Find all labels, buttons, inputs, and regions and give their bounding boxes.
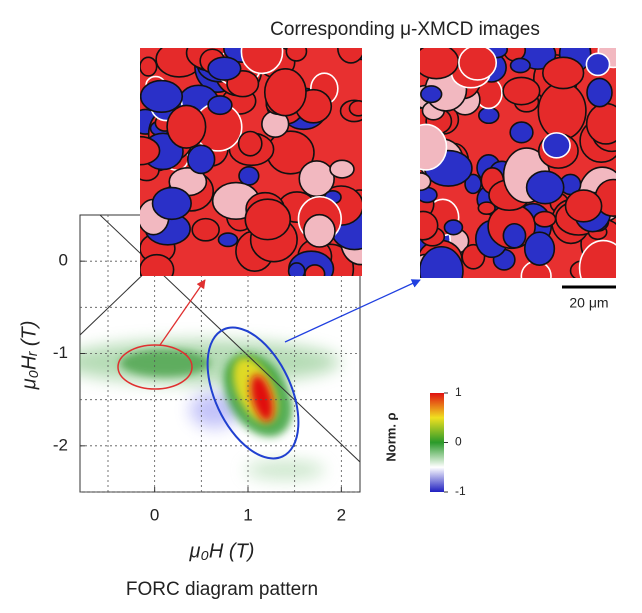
grain xyxy=(420,85,443,104)
grain xyxy=(509,57,531,74)
grain xyxy=(533,210,557,228)
grain xyxy=(585,52,611,77)
arrow-blue xyxy=(284,279,421,343)
grain xyxy=(238,165,260,186)
grain xyxy=(166,104,207,149)
grain xyxy=(140,135,161,166)
y-axis-label: μ₀Hᵣ (T) xyxy=(18,321,40,391)
colorbar-label: Norm. ρ xyxy=(383,412,398,461)
grain xyxy=(420,123,448,171)
caption: FORC diagram pattern xyxy=(126,579,318,600)
grain xyxy=(537,81,587,141)
grain xyxy=(140,56,158,77)
x-tick-label: 0 xyxy=(150,505,159,524)
grain xyxy=(244,198,292,241)
grain xyxy=(458,48,498,81)
grain xyxy=(191,217,220,242)
grain xyxy=(520,260,552,278)
grain xyxy=(186,144,216,175)
grain xyxy=(525,170,565,205)
grain xyxy=(329,159,355,179)
grain xyxy=(502,76,541,106)
colorbar-tick-label: -1 xyxy=(455,484,466,498)
y-tick-label: 0 xyxy=(59,251,68,270)
grain xyxy=(477,201,496,215)
grain xyxy=(237,130,263,157)
grain xyxy=(285,48,308,62)
grain xyxy=(287,262,306,276)
grain xyxy=(478,106,500,125)
y-tick-label: -2 xyxy=(53,435,68,454)
grain xyxy=(420,48,460,80)
grain xyxy=(263,68,307,117)
arrow-red xyxy=(159,279,206,346)
grain xyxy=(337,48,362,64)
title: Corresponding μ-XMCD images xyxy=(270,19,540,40)
grain xyxy=(140,79,184,114)
colorbar-tick-label: 0 xyxy=(455,435,462,449)
y-tick-label: -1 xyxy=(53,343,68,362)
xmcd-image-left xyxy=(140,48,362,276)
grain xyxy=(564,189,603,223)
x-tick-label: 2 xyxy=(337,505,346,524)
density-map xyxy=(80,215,360,480)
grain xyxy=(207,56,242,81)
grain xyxy=(542,56,585,90)
grain xyxy=(542,132,571,159)
grain xyxy=(140,253,175,276)
grain xyxy=(303,213,336,248)
grain xyxy=(348,100,362,117)
x-axis-label: μ₀H (T) xyxy=(189,540,255,562)
grain xyxy=(420,172,432,192)
red-ellipse xyxy=(117,344,193,390)
grain xyxy=(240,48,284,75)
grain xyxy=(585,102,616,145)
grain xyxy=(420,210,439,241)
grain xyxy=(207,95,233,116)
grain xyxy=(217,232,239,248)
grain xyxy=(151,186,192,221)
colorbar xyxy=(430,393,444,492)
x-tick-label: 1 xyxy=(243,505,252,524)
grain xyxy=(523,231,556,266)
scale-bar-label: 20 μm xyxy=(569,295,608,311)
grain xyxy=(502,222,527,249)
xmcd-image-right xyxy=(420,48,616,278)
grain xyxy=(586,77,613,108)
blue-ellipse xyxy=(206,326,300,460)
grain xyxy=(578,239,616,278)
grain xyxy=(509,121,534,144)
grain xyxy=(420,245,464,278)
colorbar-tick-label: 1 xyxy=(455,385,462,399)
grain xyxy=(443,219,464,236)
